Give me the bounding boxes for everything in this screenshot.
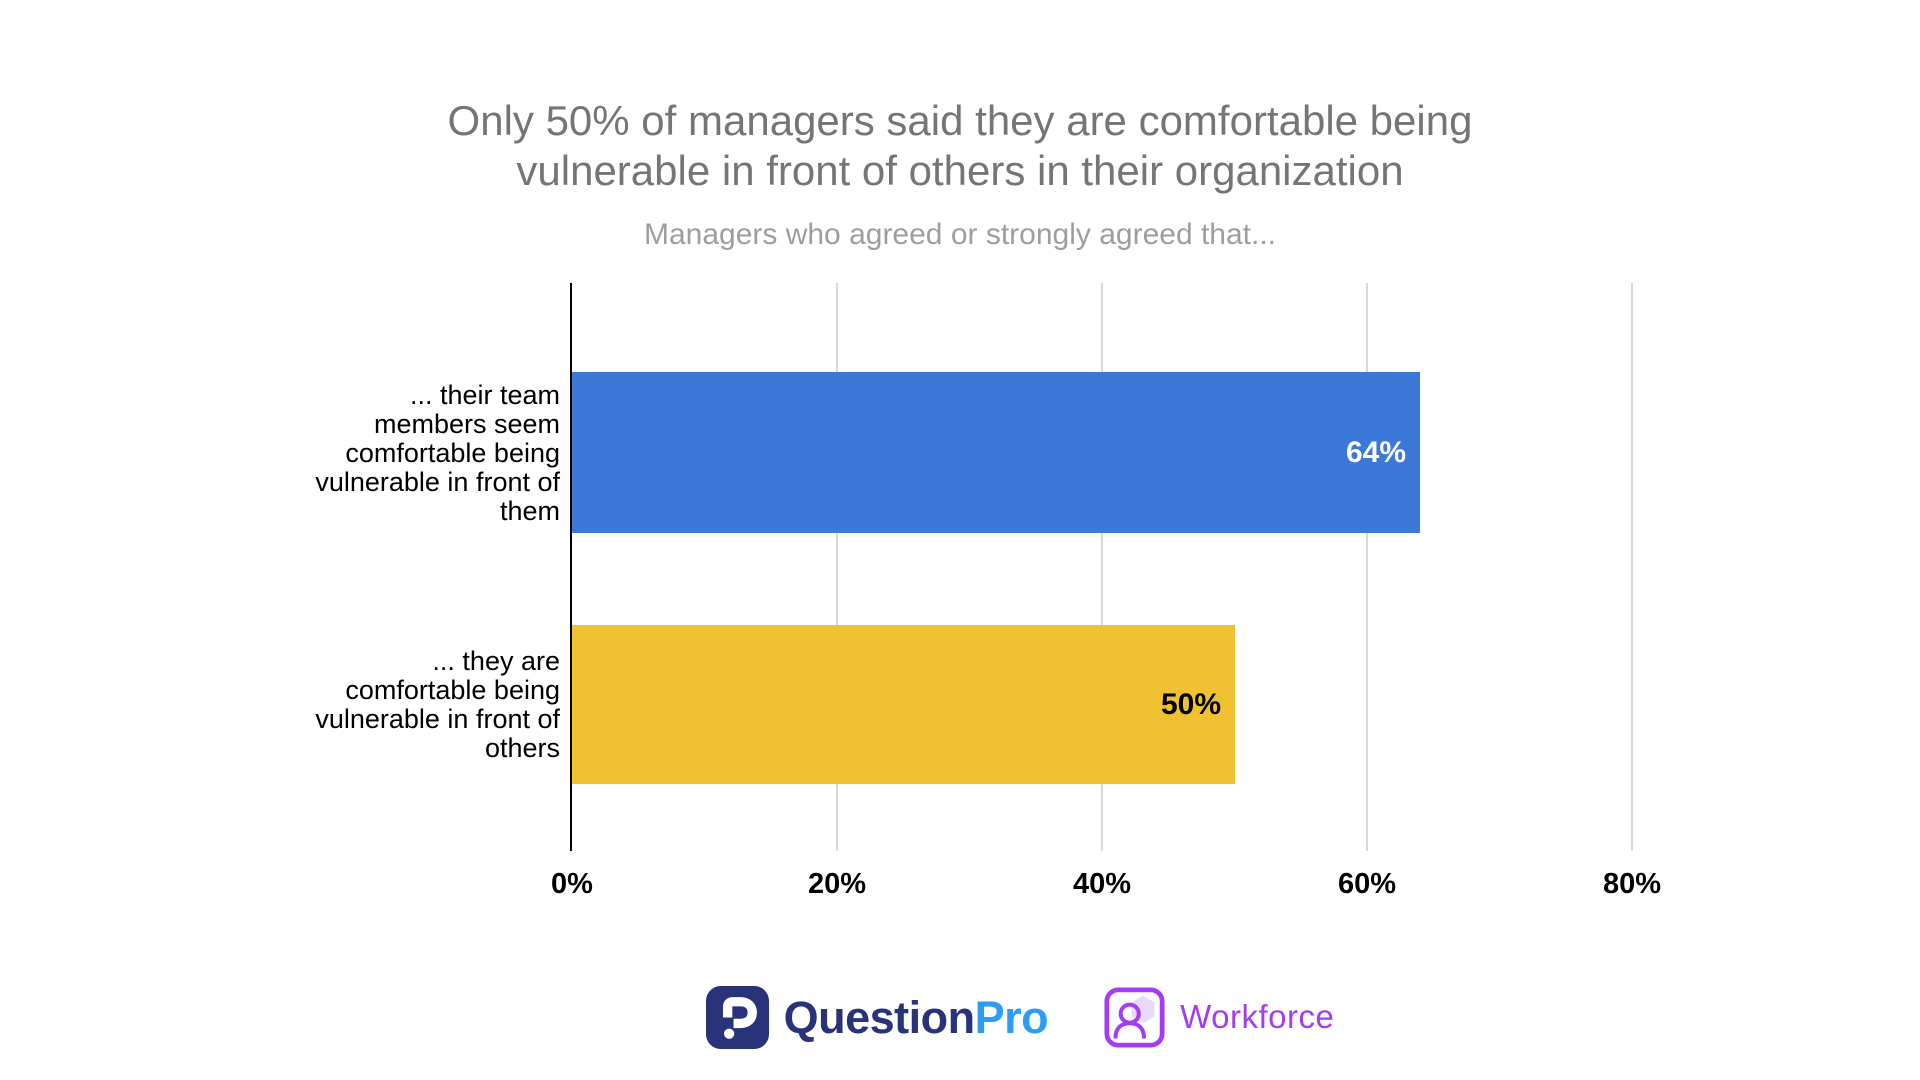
x-tick-label: 40%	[1072, 868, 1132, 900]
x-tick-label: 80%	[1602, 868, 1662, 900]
y-axis-line	[570, 283, 572, 851]
workforce-person-icon	[1104, 986, 1165, 1048]
gridline	[1101, 283, 1103, 851]
category-label-team-members: ... their team members seem comfortable …	[315, 380, 560, 526]
bar-value-label: 50%	[1160, 687, 1221, 721]
questionpro-logo[interactable]: QuestionPro	[705, 985, 1049, 1049]
x-tick-label: 0%	[551, 868, 593, 900]
bar-managers-comfortable[interactable]: 50%	[572, 625, 1235, 784]
questionpro-wordmark: QuestionPro	[784, 986, 1049, 1049]
x-tick-label: 20%	[807, 868, 867, 900]
footer-brands: QuestionPro Workforce	[60, 982, 1920, 1052]
gridline	[1631, 283, 1633, 851]
chart-title: Only 50% of managers said they are comfo…	[447, 97, 1473, 194]
questionpro-wordmark-question: Question	[783, 991, 976, 1043]
gridline	[836, 283, 838, 851]
questionpro-icon	[705, 985, 769, 1049]
category-label-managers: ... they are comfortable being vulnerabl…	[315, 646, 560, 763]
workforce-wordmark: Workforce	[1180, 998, 1335, 1035]
workforce-logo[interactable]: Workforce	[1104, 986, 1335, 1048]
questionpro-wordmark-pro: Pro	[974, 991, 1049, 1043]
chart-subtitle: Managers who agreed or strongly agreed t…	[643, 218, 1277, 251]
x-tick-label: 60%	[1337, 868, 1397, 900]
bar-value-label: 64%	[1345, 435, 1406, 469]
bar-team-members-comfortable[interactable]: 64%	[572, 372, 1420, 533]
gridline	[1366, 283, 1368, 851]
